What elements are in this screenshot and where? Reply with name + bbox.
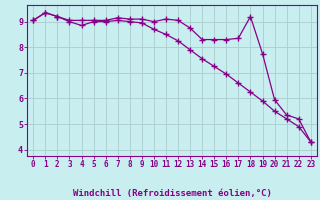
Text: Windchill (Refroidissement éolien,°C): Windchill (Refroidissement éolien,°C) [73,189,272,198]
